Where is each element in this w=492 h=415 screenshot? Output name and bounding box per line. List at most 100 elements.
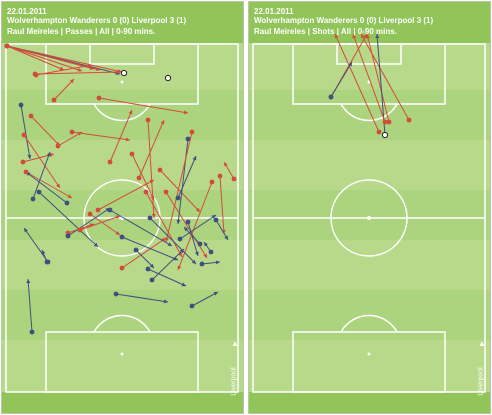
event-line <box>115 293 169 303</box>
event-origin-dot <box>177 236 183 242</box>
event-arrowhead <box>95 67 100 71</box>
event-arrowhead <box>163 299 168 304</box>
event-origin-dot <box>87 211 93 217</box>
event-origin-dot <box>113 291 119 297</box>
event-line <box>177 155 197 199</box>
event-line <box>149 217 197 265</box>
event-origin-dot <box>197 241 203 247</box>
event-origin-dot <box>143 189 149 195</box>
event-line <box>121 237 167 269</box>
event-arrowhead <box>213 292 218 296</box>
event-line <box>98 97 189 114</box>
event-arrowhead <box>149 263 154 268</box>
event-origin-dot <box>107 159 113 165</box>
event-arrowhead <box>59 66 64 71</box>
event-origin-dot <box>145 266 151 272</box>
event-line <box>6 45 65 71</box>
event-line <box>147 119 155 219</box>
event-arrowhead <box>211 215 216 219</box>
event-arrowhead <box>115 231 120 235</box>
event-arrowhead <box>178 252 182 257</box>
event-line <box>131 153 155 201</box>
event-origin-dot <box>96 95 102 101</box>
event-origin-dot <box>44 259 50 265</box>
event-line <box>138 119 165 179</box>
event-arrowhead <box>348 62 352 67</box>
event-line <box>32 151 51 200</box>
attack-direction: ▲ Liverpool <box>476 340 486 410</box>
event-arrowhead <box>77 67 82 72</box>
assist-marker <box>164 74 172 82</box>
event-line <box>79 215 121 231</box>
event-arrowhead <box>177 265 182 270</box>
assist-marker <box>381 131 389 139</box>
event-origin-dot <box>18 102 24 108</box>
event-arrowhead <box>179 249 184 254</box>
event-origin-dot <box>77 227 83 233</box>
passes-panel: 22.01.2011 Wolverhampton Wanderers 0 (0)… <box>1 1 244 414</box>
attack-direction: ▲ Liverpool <box>229 340 239 410</box>
event-origin-dot <box>119 234 125 240</box>
event-arrowhead <box>26 279 31 284</box>
event-origin-dot <box>55 143 61 149</box>
event-line <box>6 45 83 72</box>
event-arrowhead <box>149 180 154 184</box>
event-arrowhead <box>334 34 339 39</box>
event-line <box>151 248 185 281</box>
event-arrowhead <box>41 250 46 255</box>
shots-panel: 22.01.2011 Wolverhampton Wanderers 0 (0)… <box>248 1 491 414</box>
event-origin-dot <box>386 119 392 125</box>
event-origin-dot <box>95 207 101 213</box>
event-arrowhead <box>167 242 172 246</box>
event-line <box>360 33 410 121</box>
event-arrowhead <box>173 256 178 261</box>
event-origin-dot <box>185 219 191 225</box>
event-origin-dot <box>107 207 113 213</box>
event-line <box>25 171 68 204</box>
event-origin-dot <box>189 129 195 135</box>
event-arrowhead <box>191 259 196 264</box>
event-arrowhead <box>49 153 54 157</box>
event-arrowhead <box>125 137 130 142</box>
event-line <box>121 236 179 261</box>
event-origin-dot <box>185 136 191 142</box>
event-line <box>20 104 31 160</box>
event-origin-dot <box>189 303 195 309</box>
event-arrowhead <box>128 110 133 115</box>
match-title: Wolverhampton Wanderers 0 (0) Liverpool … <box>254 16 434 25</box>
shot-lines <box>330 33 410 136</box>
match-title: Wolverhampton Wanderers 0 (0) Liverpool … <box>7 16 187 25</box>
event-origin-dot <box>29 329 35 335</box>
event-arrowhead <box>176 219 181 224</box>
event-arrowhead <box>194 251 199 256</box>
event-line <box>97 179 155 211</box>
event-origin-dot <box>136 175 142 181</box>
event-origin-dot <box>36 189 42 195</box>
event-line <box>109 109 133 163</box>
event-line <box>147 268 187 287</box>
event-arrowhead <box>160 120 165 125</box>
event-origin-dot <box>28 113 34 119</box>
event-line <box>57 131 83 147</box>
event-arrowhead <box>67 194 72 198</box>
event-line <box>334 33 380 133</box>
event-line <box>179 214 217 240</box>
event-line <box>71 131 131 141</box>
shots-pitch <box>249 2 490 413</box>
event-arrowhead <box>24 228 28 233</box>
event-origin-dot <box>119 265 125 271</box>
event-origin-dot <box>163 189 169 195</box>
event-origin-dot <box>376 129 382 135</box>
event-arrowhead <box>375 34 380 39</box>
date-label: 22.01.2011 <box>7 7 47 16</box>
event-origin-dot <box>213 217 219 223</box>
event-line <box>27 278 33 333</box>
event-arrowhead <box>366 34 370 39</box>
event-origin-dot <box>23 169 29 175</box>
event-origin-dot <box>133 247 139 253</box>
event-line <box>330 61 353 98</box>
event-arrowhead <box>184 227 189 232</box>
event-origin-dot <box>209 179 215 185</box>
event-line <box>23 134 61 189</box>
assist-marker <box>120 69 128 77</box>
